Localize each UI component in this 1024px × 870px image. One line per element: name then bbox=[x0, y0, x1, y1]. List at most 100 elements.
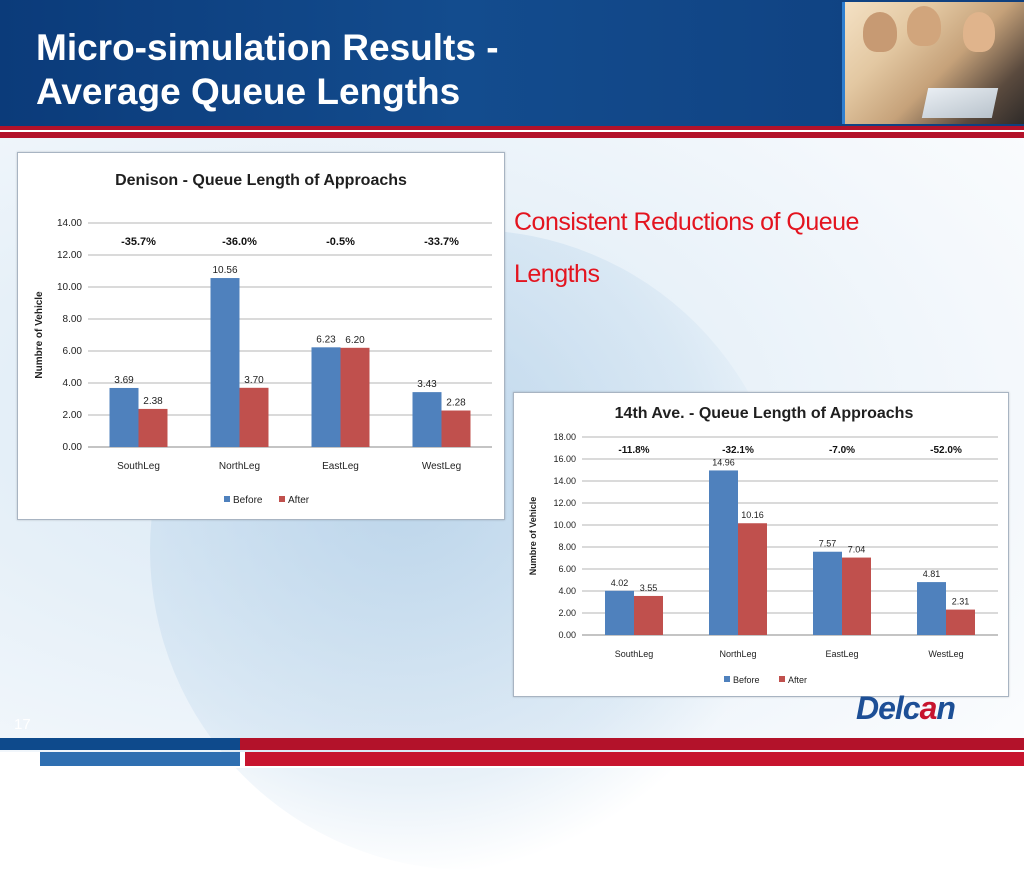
headline-line-1: Consistent Reductions of Queue bbox=[514, 208, 859, 236]
data-label: 2.31 bbox=[952, 597, 970, 607]
y-tick-label: 18.00 bbox=[553, 432, 576, 442]
legend-label-after: After bbox=[788, 675, 807, 685]
footer-bottom-blue bbox=[40, 752, 240, 766]
y-tick-label: 4.00 bbox=[63, 378, 83, 389]
y-tick-label: 6.00 bbox=[63, 346, 83, 357]
data-label: 2.28 bbox=[446, 398, 466, 409]
bar-after bbox=[634, 595, 663, 635]
page-title: Micro-simulation Results - Average Queue… bbox=[36, 26, 816, 114]
y-tick-label: 10.00 bbox=[553, 520, 576, 530]
header-photo bbox=[842, 2, 1024, 124]
data-label: 10.56 bbox=[212, 265, 237, 276]
bar-before bbox=[311, 347, 341, 447]
x-tick-label: EastLeg bbox=[825, 649, 858, 659]
delcan-logo: Delcan bbox=[856, 690, 956, 727]
bar-before bbox=[709, 470, 738, 635]
percent-change-label: -33.7% bbox=[424, 236, 459, 248]
y-axis-label: Numbre of Vehicle bbox=[34, 291, 45, 379]
y-tick-label: 0.00 bbox=[63, 442, 83, 453]
chart-title: Denison - Queue Length of Approachs bbox=[115, 172, 407, 189]
y-tick-label: 12.00 bbox=[553, 498, 576, 508]
legend-swatch-after bbox=[279, 496, 285, 502]
x-tick-label: NorthLeg bbox=[219, 461, 260, 472]
percent-change-label: -0.5% bbox=[326, 236, 355, 248]
data-label: 4.81 bbox=[923, 569, 941, 579]
legend-swatch-before bbox=[724, 676, 730, 682]
percent-change-label: -36.0% bbox=[222, 236, 257, 248]
bar-after bbox=[738, 523, 767, 635]
bar-after bbox=[946, 609, 975, 635]
percent-change-label: -32.1% bbox=[722, 445, 754, 456]
data-label: 6.20 bbox=[345, 335, 365, 346]
data-label: 10.16 bbox=[741, 510, 764, 520]
footer-red-bar bbox=[0, 738, 1024, 750]
title-line-2: Average Queue Lengths bbox=[36, 71, 461, 112]
data-label: 3.55 bbox=[640, 583, 658, 593]
bar-before bbox=[210, 278, 240, 447]
bar-before bbox=[917, 582, 946, 635]
title-line-1: Micro-simulation Results - bbox=[36, 27, 499, 68]
x-tick-label: EastLeg bbox=[322, 461, 359, 472]
footer-blue-bar bbox=[0, 738, 240, 750]
page-number: 17 bbox=[14, 716, 31, 733]
legend-swatch-before bbox=[224, 496, 230, 502]
legend-swatch-after bbox=[779, 676, 785, 682]
y-tick-label: 0.00 bbox=[558, 630, 576, 640]
y-tick-label: 2.00 bbox=[558, 608, 576, 618]
x-tick-label: NorthLeg bbox=[719, 649, 756, 659]
percent-change-label: -11.8% bbox=[618, 445, 649, 456]
data-label: 3.70 bbox=[244, 375, 264, 386]
bar-after bbox=[842, 557, 871, 635]
x-tick-label: WestLeg bbox=[422, 461, 461, 472]
data-label: 3.69 bbox=[114, 375, 134, 386]
y-tick-label: 6.00 bbox=[558, 564, 576, 574]
logo-text-c: n bbox=[936, 690, 956, 726]
y-tick-label: 8.00 bbox=[558, 542, 576, 552]
bar-before bbox=[109, 387, 139, 447]
logo-text-b: a bbox=[919, 690, 938, 726]
denison-chart: Denison - Queue Length of Approachs 0.00 2… bbox=[17, 152, 505, 520]
photo-person-1 bbox=[863, 12, 897, 52]
x-tick-label: SouthLeg bbox=[615, 649, 654, 659]
x-tick-label: WestLeg bbox=[928, 649, 963, 659]
data-label: 7.57 bbox=[819, 539, 837, 549]
y-tick-label: 12.00 bbox=[57, 250, 82, 261]
photo-person-2 bbox=[907, 6, 941, 46]
y-tick-label: 14.00 bbox=[57, 218, 82, 229]
header-rule-highlight bbox=[0, 130, 1024, 132]
y-axis-label: Numbre of Vehicle bbox=[528, 497, 538, 576]
headline-line-2: Lengths bbox=[514, 260, 600, 288]
chart-title: 14th Ave. - Queue Length of Approachs bbox=[615, 405, 914, 422]
percent-change-label: -35.7% bbox=[121, 236, 156, 248]
denison-chart-svg: Denison - Queue Length of Approachs 0.00 2… bbox=[34, 172, 492, 506]
percent-change-label: -52.0% bbox=[930, 445, 962, 456]
14th-ave-chart-svg: 14th Ave. - Queue Length of Approachs 0.0… bbox=[528, 405, 998, 685]
data-label: 7.04 bbox=[848, 545, 866, 555]
footer-bottom-red bbox=[245, 752, 1024, 766]
bar-after bbox=[441, 410, 471, 447]
header-red-rule bbox=[0, 126, 1024, 138]
y-tick-label: 16.00 bbox=[553, 454, 576, 464]
data-label: 14.96 bbox=[712, 457, 735, 467]
y-tick-label: 2.00 bbox=[63, 410, 83, 421]
legend-label-after: After bbox=[288, 495, 310, 506]
bar-after bbox=[239, 387, 269, 447]
data-label: 2.38 bbox=[143, 396, 163, 407]
bar-before bbox=[605, 590, 634, 635]
data-label: 4.02 bbox=[611, 578, 629, 588]
bar-before bbox=[412, 392, 442, 447]
bar-after bbox=[340, 347, 370, 447]
y-tick-label: 8.00 bbox=[63, 314, 83, 325]
bar-after bbox=[138, 408, 168, 447]
legend-label-before: Before bbox=[233, 495, 263, 506]
y-tick-label: 14.00 bbox=[553, 476, 576, 486]
percent-change-label: -7.0% bbox=[829, 445, 855, 456]
y-tick-label: 4.00 bbox=[558, 586, 576, 596]
legend-label-before: Before bbox=[733, 675, 760, 685]
headline-text: Consistent Reductions of Queue Lengths bbox=[514, 196, 974, 300]
14th-ave-chart: 14th Ave. - Queue Length of Approachs 0.0… bbox=[513, 392, 1009, 697]
data-label: 3.43 bbox=[417, 379, 437, 390]
x-tick-label: SouthLeg bbox=[117, 461, 160, 472]
logo-text-a: Delc bbox=[856, 690, 921, 726]
bar-before bbox=[813, 551, 842, 635]
